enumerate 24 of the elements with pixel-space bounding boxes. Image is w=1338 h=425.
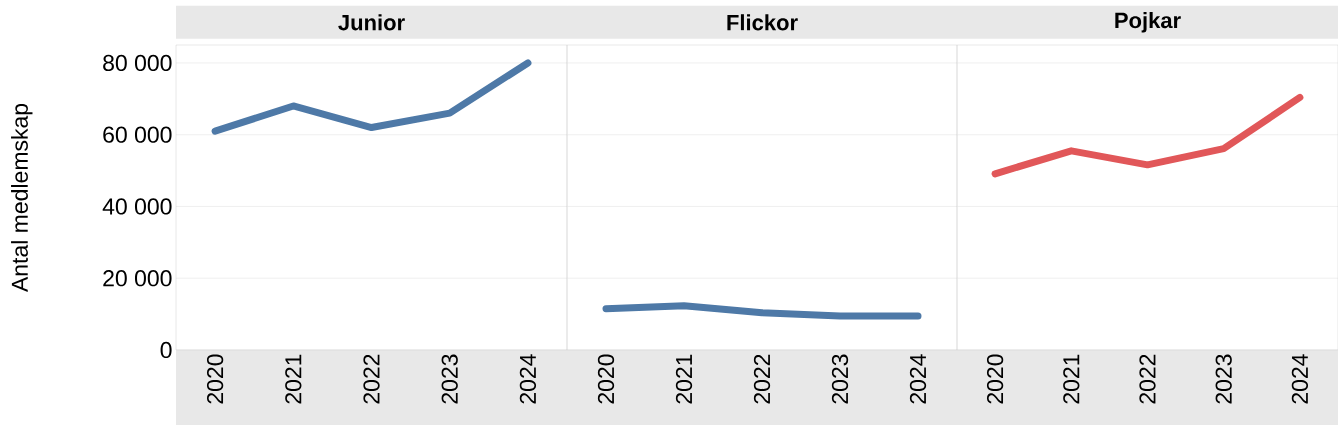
y-tick-label: 0	[160, 341, 172, 359]
x-tick-label: 2023	[831, 354, 849, 404]
y-tick-label: 20 000	[103, 270, 172, 287]
x-tick-label: 2022	[1139, 354, 1156, 404]
x-tick-label: 2024	[519, 354, 537, 404]
x-tick-label: 2023	[1215, 354, 1232, 404]
x-tick-label: 2021	[285, 354, 302, 404]
x-tick-label: 2022	[753, 354, 771, 404]
x-tick-label: 2024	[909, 354, 927, 404]
chart-title: Pojkar	[1115, 12, 1181, 33]
x-tick-label: 2023	[441, 354, 458, 404]
x-tick-label: 2020	[597, 354, 615, 404]
x-tick-label: 2022	[363, 354, 380, 404]
x-tick-label: 2021	[675, 354, 693, 404]
x-tick-label: 2020	[206, 354, 224, 404]
y-tick-label: 40 000	[102, 198, 172, 215]
y-axis-title: Antal medlemskap	[11, 103, 33, 293]
x-tick-label: 2024	[1291, 354, 1309, 404]
y-tick-label: 80 000	[103, 54, 172, 72]
chart-title: Junior	[338, 14, 405, 31]
x-tick-label: 2020	[986, 354, 1004, 404]
chart-title: Flickor	[727, 14, 798, 31]
y-tick-label: 60 000	[103, 126, 172, 143]
x-tick-label: 2021	[1063, 354, 1080, 404]
